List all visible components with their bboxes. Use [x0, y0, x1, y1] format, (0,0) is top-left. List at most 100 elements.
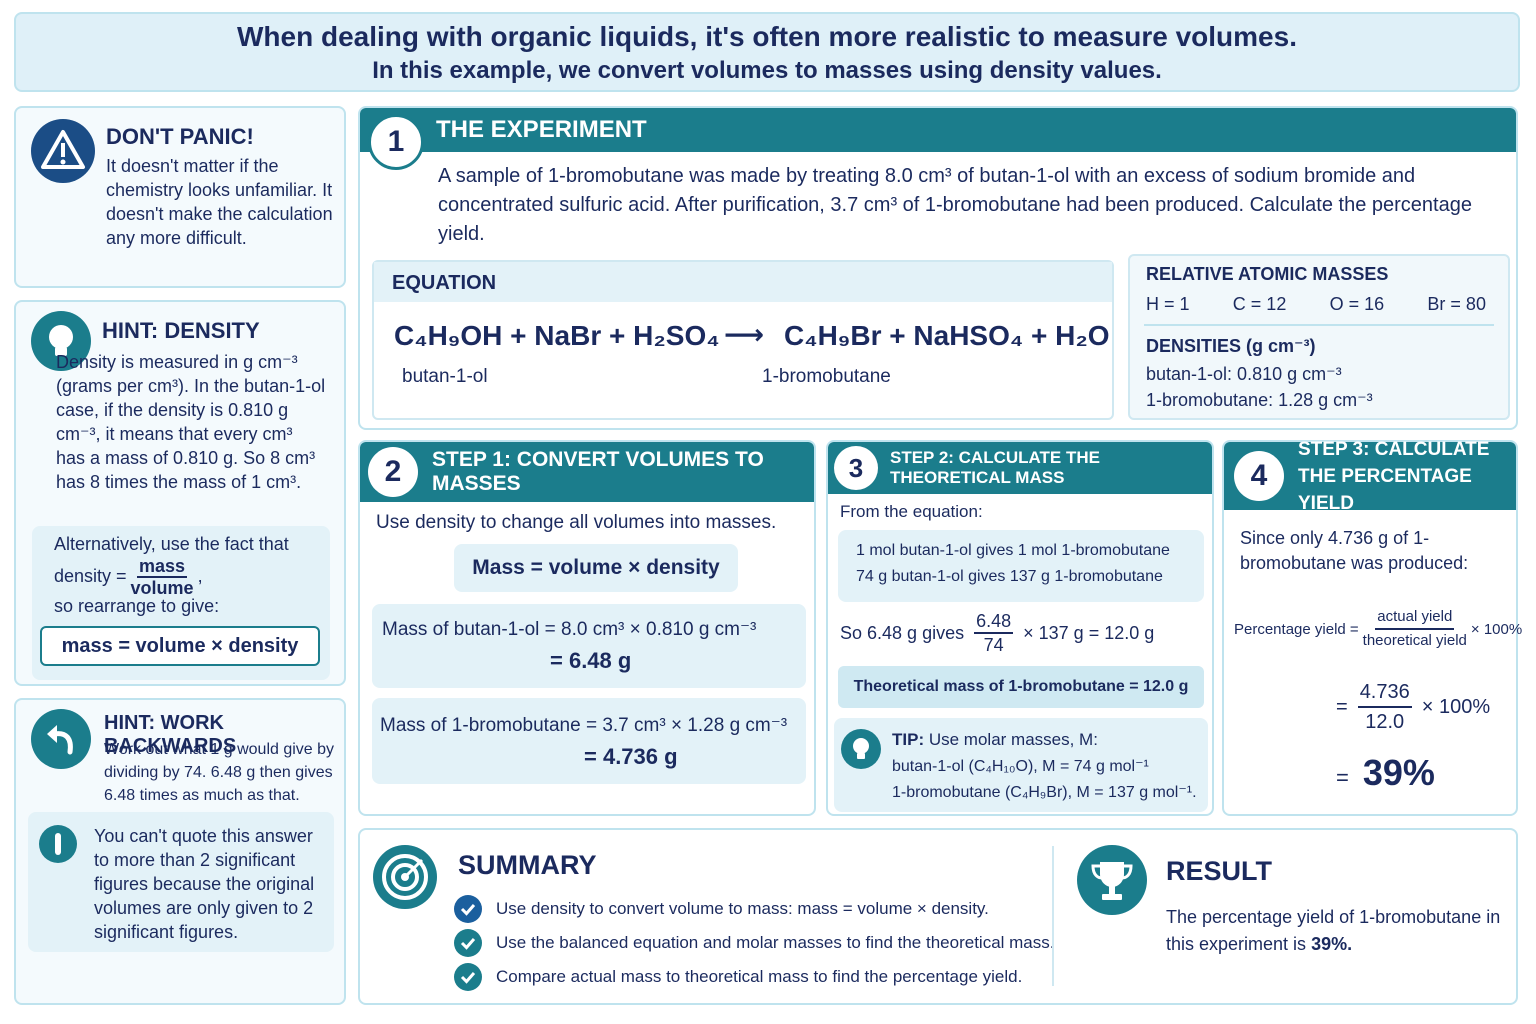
density: 1-bromobutane: 1.28 g cm⁻³: [1146, 390, 1373, 410]
numerator: 6.48: [974, 610, 1014, 634]
text: It doesn't matter if the chemistry looks…: [106, 156, 333, 248]
fraction: 6.48 74: [974, 610, 1014, 656]
ratio-line: 1 mol butan-1-ol gives 1 mol 1-bromobuta…: [856, 542, 1170, 559]
denominator: 74: [983, 635, 1004, 655]
reactant-label: butan-1-ol: [402, 366, 488, 387]
shape: [1102, 894, 1122, 900]
summary: SUMMARY Use density to convert volume to…: [358, 828, 1518, 1005]
bulb-icon: [31, 311, 91, 371]
equation-box: EQUATION C₄H₉OH + NaBr + H₂SO₄ ⟶ C₄H₉Br …: [372, 260, 1114, 420]
note: You can't quote this answer to more than…: [28, 812, 334, 952]
step-number: 3: [834, 446, 878, 490]
mass-list: H = 1 C = 12 O = 16 Br = 80: [1146, 294, 1486, 315]
info-icon: [39, 825, 77, 863]
shape: [454, 895, 482, 923]
tip-line: butan-1-ol (C₄H₁₀O), M = 74 g mol⁻¹: [892, 758, 1149, 775]
tip-text: Use molar masses, M:: [928, 730, 1098, 749]
numerator: mass: [137, 556, 188, 578]
shape: [55, 833, 61, 855]
shape: [853, 738, 869, 754]
shape: [61, 143, 65, 157]
so-suffix: × 137 g = 12.0 g: [1023, 622, 1155, 643]
alt-after: so rearrange to give:: [54, 596, 220, 616]
alt-before: Alternatively, use the fact that density…: [54, 534, 289, 586]
title: EQUATION: [392, 272, 497, 294]
alt-box: Alternatively, use the fact that density…: [32, 526, 330, 680]
title: STEP 3: CALCULATE THE PERCENTAGE YIELD: [1298, 438, 1490, 514]
denominator: theoretical yield: [1362, 632, 1467, 649]
text: Work out what 1 g would give by dividing…: [104, 741, 335, 804]
denominator: 12.0: [1365, 711, 1405, 733]
shape: [460, 938, 476, 950]
eq: =: [1336, 695, 1348, 718]
item-text: Use the balanced equation and molar mass…: [496, 933, 1055, 952]
formula: Mass = volume × density: [454, 544, 738, 592]
yield-value: 39%: [1362, 752, 1435, 793]
shape: [41, 130, 85, 169]
title: THE EXPERIMENT: [436, 116, 647, 143]
tip-label: TIP:: [892, 730, 925, 749]
intro: Since only 4.736 g of 1-bromobutane was …: [1240, 528, 1469, 573]
yield-result: = 39%: [1336, 752, 1435, 794]
shape: [31, 709, 91, 769]
step-number: 2: [368, 447, 418, 497]
summary-list: Use density to convert volume to mass: m…: [454, 892, 1055, 994]
shape: [454, 963, 482, 991]
yield-formula: Percentage yield = actual yield theoretic…: [1234, 606, 1522, 652]
result-text: The percentage yield of 1-bromobutane in…: [1166, 904, 1506, 958]
result-sentence: The percentage yield of 1-bromobutane in…: [1166, 907, 1501, 954]
shape: [382, 854, 428, 900]
reactants: C₄H₉OH + NaBr + H₂SO₄: [394, 320, 720, 351]
hint-backwards: HINT: WORK BACKWARDS Work out what 1 g w…: [14, 698, 346, 1005]
shape: [60, 159, 66, 165]
ratio-box: 1 mol butan-1-ol gives 1 mol 1-bromobuta…: [838, 530, 1204, 602]
intro: From the equation:: [840, 502, 983, 521]
alt-text: Alternatively, use the fact that density…: [54, 534, 289, 598]
equation-header: [374, 262, 1112, 302]
densities-title: DENSITIES (g cm⁻³): [1146, 336, 1316, 356]
yield-calc: = 4.736 12.0 × 100%: [1336, 678, 1490, 736]
shape: [460, 904, 476, 916]
mass: H = 1: [1146, 294, 1190, 314]
header-line: In this example, we convert volumes to m…: [372, 57, 1162, 84]
numerator: 4.736: [1357, 678, 1412, 708]
calc-result: = 6.48 g: [550, 648, 632, 673]
mass: Br = 80: [1427, 294, 1486, 314]
item-text: Use density to convert volume to mass: m…: [496, 899, 989, 918]
header: When dealing with organic liquids, it's …: [14, 12, 1520, 92]
title: HINT: DENSITY: [102, 318, 260, 343]
header-line: When dealing with organic liquids, it's …: [237, 21, 1297, 52]
shape: [1109, 886, 1115, 894]
shape: [1100, 862, 1124, 887]
calc-result: = 4.736 g: [584, 744, 678, 769]
density: butan-1-ol: 0.810 g cm⁻³: [1146, 364, 1342, 384]
products: C₄H₉Br + NaHSO₄ + H₂O: [784, 320, 1110, 351]
intro: Use density to change all volumes into m…: [376, 512, 777, 533]
warning-icon: [31, 119, 95, 183]
trophy-icon: [1077, 845, 1147, 915]
result-title: RESULT: [1166, 856, 1272, 886]
denominator: volume: [130, 578, 194, 598]
text: A sample of 1-bromobutane was made by tr…: [438, 165, 1472, 245]
masses-box: RELATIVE ATOMIC MASSES H = 1 C = 12 O = 16…: [1128, 254, 1510, 420]
title: DON'T PANIC!: [106, 124, 254, 149]
title: SUMMARY: [458, 850, 597, 880]
shape: [55, 347, 67, 356]
shape: [391, 863, 419, 891]
result-value: 39%.: [1311, 934, 1353, 954]
fraction: actual yield theoretical yield: [1363, 606, 1467, 652]
calc-lhs: Mass of 1-bromobutane = 3.7 cm³ × 1.28 g…: [380, 715, 788, 736]
check-icon: [454, 895, 482, 923]
shape: [49, 325, 73, 349]
title: HINT: WORK BACKWARDS: [104, 712, 237, 757]
step-number: 1: [368, 114, 424, 170]
step1: STEP 1: CONVERT VOLUMES TO MASSES 2 Use …: [358, 440, 816, 816]
summary-item: Use density to convert volume to mass: m…: [454, 892, 1055, 926]
formula-label: Percentage yield =: [1234, 620, 1359, 638]
item-text: Compare actual mass to theoretical mass …: [496, 967, 1023, 986]
back-icon: [31, 709, 91, 769]
shape: [454, 929, 482, 957]
summary-item: Compare actual mass to theoretical mass …: [454, 960, 1055, 994]
title-bar: STEP 1: CONVERT VOLUMES TO MASSES: [360, 442, 814, 502]
mass: O = 16: [1329, 294, 1385, 314]
